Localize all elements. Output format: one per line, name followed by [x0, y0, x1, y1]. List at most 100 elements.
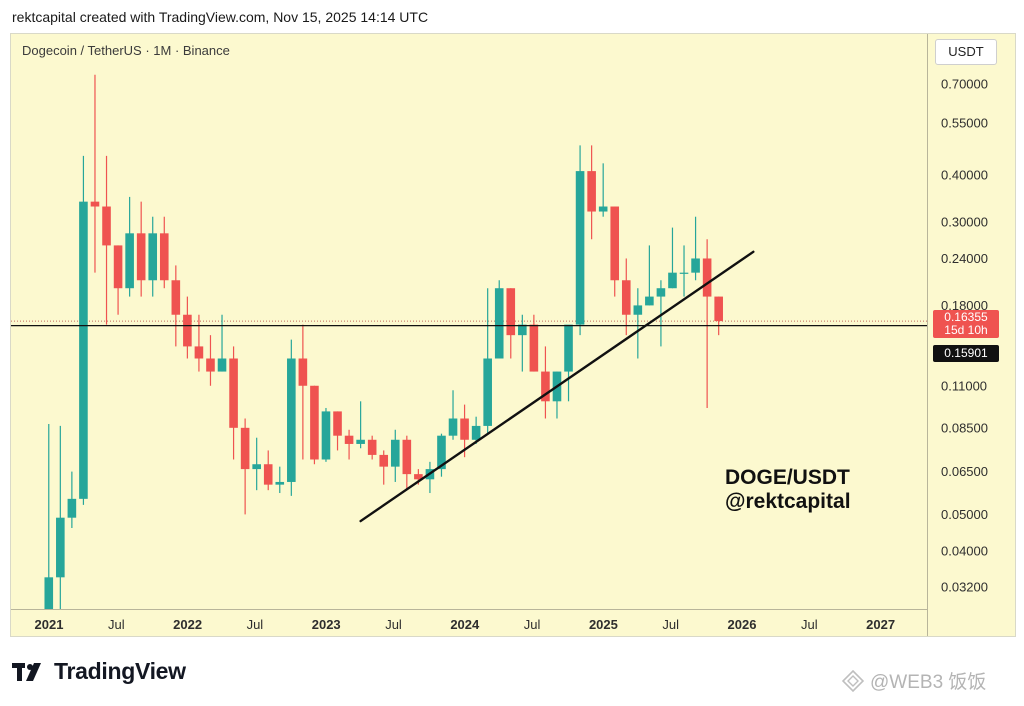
candle-2023-11[interactable] [437, 433, 446, 477]
footer-brand-name: TradingView [54, 658, 186, 684]
candle-2025-03[interactable] [621, 258, 631, 336]
candle-body [575, 171, 585, 325]
time-axis-background [11, 609, 927, 636]
candle-2024-10[interactable] [564, 324, 573, 402]
candle-body [564, 324, 573, 372]
candle-2024-05[interactable] [506, 288, 516, 359]
candle-body [379, 454, 389, 467]
symbol-title[interactable]: Dogecoin / TetherUS · 1M · Binance [22, 43, 230, 58]
candle-2024-06[interactable] [518, 314, 527, 372]
candle-2021-09[interactable] [136, 201, 146, 297]
candle-2024-02[interactable] [471, 416, 481, 444]
candle-2023-08[interactable] [402, 435, 412, 491]
candle-body [217, 358, 227, 372]
candle-2025-11[interactable] [714, 296, 723, 336]
candle-2024-08[interactable] [541, 346, 550, 419]
candle-body [402, 439, 412, 475]
candle-2021-06[interactable] [102, 155, 111, 325]
candle-2025-06[interactable] [656, 280, 666, 347]
candle-body [287, 358, 296, 482]
time-axis[interactable]: 2021 Jul 2022 Jul 2023 Jul 2024 Jul 2025 Jul 2026 J… [35, 617, 896, 632]
candle-body [460, 418, 469, 440]
candle-body [159, 233, 169, 281]
candle-2021-10[interactable] [148, 216, 158, 297]
candle-2022-03[interactable] [206, 335, 215, 386]
candle-2022-09[interactable] [275, 466, 285, 494]
candle-2023-04[interactable] [356, 401, 365, 449]
candle-body [367, 439, 377, 455]
candle-2021-08[interactable] [125, 196, 134, 297]
candle-body [587, 171, 596, 212]
candle-body [494, 288, 504, 359]
candle-body [471, 425, 481, 440]
candle-2022-07[interactable] [252, 437, 261, 491]
candle-body [656, 288, 666, 297]
candle-2023-01[interactable] [321, 407, 331, 462]
candle-2025-09[interactable] [691, 216, 700, 281]
candle-2022-05[interactable] [229, 346, 238, 460]
candle-2024-03[interactable] [483, 288, 492, 434]
candle-2021-04[interactable] [79, 155, 88, 505]
candles-layer[interactable] [44, 74, 723, 609]
candle-body [229, 358, 238, 428]
candle-2024-11[interactable] [575, 145, 585, 336]
candle-2025-02[interactable] [610, 206, 620, 297]
candle-2025-05[interactable] [645, 245, 654, 306]
candle-countdown: 15d 10h [944, 323, 988, 337]
level-price-tag: 0.15901 [933, 345, 999, 362]
candle-2024-04[interactable] [494, 280, 504, 359]
candle-2021-02[interactable] [56, 425, 65, 609]
current-price-tag: 0.16355 15d 10h [933, 310, 999, 338]
candle-2022-01[interactable] [183, 296, 192, 359]
candle-2022-04[interactable] [217, 314, 227, 372]
price-chart[interactable]: 0.70000 0.55000 0.40000 0.30000 0.24000 0.180… [11, 34, 1016, 637]
overlay-pair-title: DOGE/USDT [725, 466, 850, 489]
candle-2022-06[interactable] [240, 418, 250, 515]
candle-2022-10[interactable] [287, 339, 296, 496]
candle-2023-05[interactable] [367, 435, 377, 460]
candle-2022-02[interactable] [194, 314, 204, 372]
plot-background [11, 34, 927, 609]
ascending-trendline[interactable] [359, 250, 755, 523]
candle-2022-08[interactable] [263, 450, 273, 491]
price-tick-label: 0.55000 [941, 116, 988, 131]
candle-2021-12[interactable] [171, 265, 181, 347]
candle-2023-12[interactable] [448, 390, 458, 440]
time-tick-label: Jul [524, 617, 541, 632]
tradingview-logo[interactable]: TradingView [12, 658, 186, 685]
candle-2024-12[interactable] [587, 145, 596, 240]
chart-panel[interactable]: 0.70000 0.55000 0.40000 0.30000 0.24000 0.180… [10, 33, 1016, 637]
candle-2025-10[interactable] [702, 239, 712, 408]
candle-2022-12[interactable] [310, 385, 319, 465]
candle-body [529, 324, 539, 372]
candle-2025-08[interactable] [679, 245, 689, 297]
price-tick-label: 0.04000 [941, 543, 988, 558]
candle-2021-05[interactable] [90, 74, 100, 273]
candle-body [148, 233, 158, 281]
candle-2022-11[interactable] [298, 324, 308, 460]
candle-2025-04[interactable] [633, 288, 643, 359]
price-tick-label: 0.30000 [941, 215, 988, 230]
time-tick-label: 2024 [450, 617, 480, 632]
candle-body [621, 280, 631, 315]
price-axis[interactable]: 0.70000 0.55000 0.40000 0.30000 0.24000 0.180… [941, 76, 988, 594]
candle-body [390, 439, 400, 467]
candle-2023-07[interactable] [390, 429, 400, 482]
candle-2021-01[interactable] [44, 424, 54, 609]
candle-2021-03[interactable] [67, 471, 77, 529]
time-tick-label: Jul [662, 617, 679, 632]
currency-selector[interactable]: USDT [935, 39, 997, 65]
price-tick-label: 0.06500 [941, 464, 988, 479]
annotation-lines[interactable] [11, 250, 927, 523]
price-tick-label: 0.24000 [941, 251, 988, 266]
candle-2023-06[interactable] [379, 450, 389, 485]
candle-2023-03[interactable] [344, 429, 354, 460]
candle-body [598, 206, 608, 212]
candle-2021-07[interactable] [113, 245, 123, 315]
candle-2025-07[interactable] [668, 227, 677, 289]
time-tick-label: 2027 [866, 617, 895, 632]
candle-2025-01[interactable] [598, 163, 608, 217]
candle-2024-07[interactable] [529, 314, 539, 372]
candle-2023-02[interactable] [333, 411, 342, 451]
candle-2021-11[interactable] [159, 216, 169, 289]
